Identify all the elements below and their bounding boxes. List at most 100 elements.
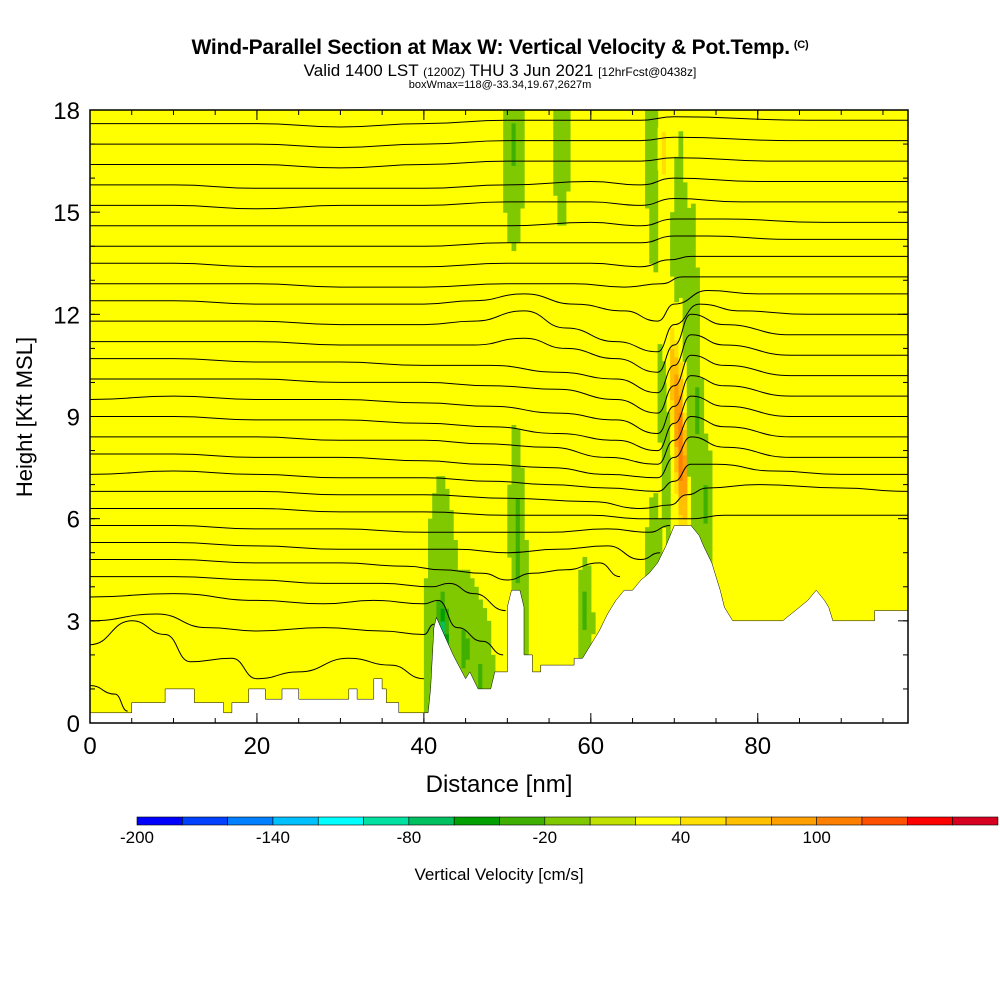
- isentrope: [90, 276, 908, 288]
- velocity-cell: [503, 165, 525, 171]
- velocity-cell: [469, 646, 492, 652]
- velocity-cell: [682, 459, 688, 464]
- velocity-cell: [674, 425, 680, 430]
- velocity-cell: [503, 207, 521, 213]
- velocity-cell: [686, 403, 696, 409]
- velocity-cell: [678, 382, 684, 388]
- velocity-cell: [670, 425, 675, 430]
- velocity-cell: [503, 173, 525, 179]
- velocity-cell: [645, 152, 659, 158]
- velocity-cell: [703, 510, 709, 516]
- velocity-cell: [678, 433, 684, 439]
- velocity-cell: [507, 544, 517, 550]
- isentrope: [90, 415, 908, 465]
- velocity-cell: [674, 178, 684, 183]
- velocity-cell: [661, 161, 667, 166]
- velocity-cell: [503, 186, 525, 192]
- velocity-cell: [649, 522, 671, 528]
- velocity-cell: [645, 203, 659, 209]
- velocity-cell: [436, 484, 446, 490]
- velocity-cell: [586, 620, 596, 626]
- y-tick-label: 15: [53, 200, 80, 227]
- velocity-cell: [507, 539, 517, 545]
- velocity-cell: [649, 220, 659, 226]
- colorbar-swatch: [272, 816, 319, 826]
- velocity-cell: [665, 169, 671, 175]
- velocity-cell: [578, 595, 584, 601]
- y-tick-label: 18: [53, 98, 80, 125]
- velocity-cell: [511, 471, 525, 477]
- velocity-cell: [690, 493, 705, 498]
- velocity-cell: [511, 161, 517, 166]
- velocity-cell: [678, 344, 684, 349]
- velocity-cell: [448, 612, 488, 618]
- velocity-cell: [423, 620, 437, 626]
- velocity-cell: [448, 629, 463, 635]
- velocity-cell: [674, 203, 688, 209]
- velocity-cell: [678, 467, 684, 473]
- velocity-cell: [507, 220, 521, 226]
- velocity-cell: [678, 348, 684, 354]
- velocity-cell: [678, 501, 688, 507]
- velocity-cell: [444, 637, 450, 643]
- velocity-cell: [440, 608, 446, 613]
- velocity-cell: [469, 642, 492, 647]
- velocity-cell: [578, 637, 592, 643]
- velocity-cell: [686, 386, 696, 392]
- velocity-cell: [461, 637, 471, 643]
- velocity-cell: [507, 510, 517, 516]
- velocity-cell: [695, 425, 700, 430]
- velocity-cell: [670, 348, 675, 354]
- velocity-cell: [686, 369, 700, 375]
- isentrope: [90, 558, 621, 581]
- velocity-cell: [515, 122, 525, 128]
- velocity-cell: [423, 654, 433, 660]
- velocity-cell: [503, 148, 513, 154]
- velocity-cell: [448, 671, 479, 677]
- velocity-cell: [519, 569, 529, 575]
- velocity-cell: [657, 139, 663, 145]
- velocity-cell: [444, 625, 450, 630]
- velocity-cell: [448, 667, 479, 673]
- velocity-cell: [515, 135, 525, 141]
- velocity-cell: [519, 501, 525, 507]
- velocity-cell: [657, 161, 663, 166]
- velocity-cell: [423, 595, 442, 601]
- velocity-cell: [661, 501, 671, 507]
- y-tick-label: 3: [67, 609, 80, 636]
- velocity-cell: [678, 378, 684, 384]
- velocity-cell: [482, 676, 496, 682]
- velocity-cell: [503, 152, 513, 158]
- y-tick-label: 9: [67, 405, 80, 432]
- velocity-cell: [423, 646, 437, 652]
- velocity-cell: [448, 650, 463, 656]
- velocity-cell: [448, 625, 492, 630]
- isentrope: [90, 685, 128, 712]
- velocity-cell: [507, 522, 517, 528]
- velocity-cell: [690, 514, 705, 520]
- isentrope: [90, 303, 908, 353]
- velocity-cell: [515, 161, 525, 166]
- velocity-cell: [553, 152, 571, 158]
- velocity-cell: [678, 425, 684, 430]
- velocity-cell: [674, 505, 680, 511]
- velocity-cell: [686, 365, 700, 371]
- velocity-cell: [690, 505, 705, 511]
- velocity-cell: [645, 178, 659, 183]
- colorbar-swatch: [816, 816, 863, 826]
- velocity-cell: [670, 335, 675, 341]
- velocity-cell: [707, 484, 713, 490]
- velocity-cell: [674, 514, 680, 520]
- velocity-cell: [511, 433, 521, 439]
- velocity-cell: [586, 599, 592, 605]
- velocity-cell: [707, 493, 713, 498]
- velocity-cell: [645, 135, 659, 141]
- velocity-cell: [682, 407, 688, 413]
- velocity-cell: [507, 514, 517, 520]
- velocity-cell: [478, 684, 483, 690]
- velocity-cell: [707, 501, 713, 507]
- velocity-cell: [423, 612, 437, 618]
- velocity-cell: [423, 586, 479, 592]
- velocity-cell: [670, 403, 675, 409]
- velocity-cell: [707, 505, 713, 511]
